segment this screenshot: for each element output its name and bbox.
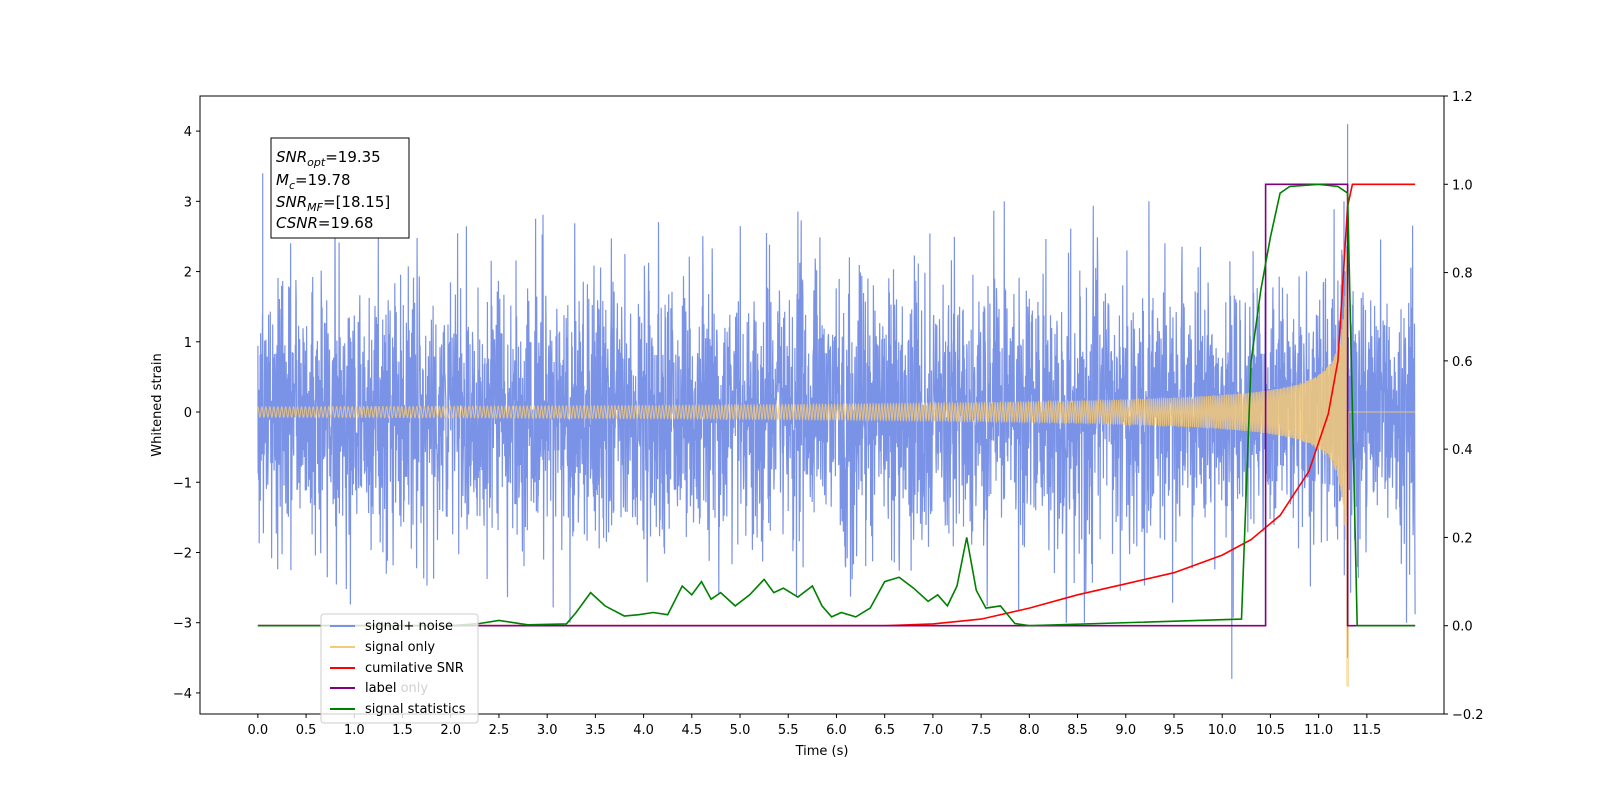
x-tick-label: 9.5 [1164,723,1185,738]
legend-hidden-label-only: label only [365,681,428,696]
y2-axis-ticks: 1.2 1.0 0.8 0.6 0.4 0.2 0.0 −0.2 [1444,90,1484,723]
legend: label only signal+ noise signal only cum… [320,613,479,724]
y-axis-label: Whitened strain [150,353,165,456]
x-axis-label: Time (s) [795,744,849,759]
y-tick-label: 4 [184,125,192,140]
series-signal-noise [257,124,1416,679]
y2-tick-label: 0.4 [1452,443,1473,458]
stats-box-frame [270,137,410,239]
legend-entry-signal-statistics: signal statistics [365,702,466,717]
plot-frame [199,95,1445,715]
series-signal-only [257,253,1416,687]
legend-frame [320,613,479,724]
x-tick-label: 7.5 [971,723,992,738]
series-signal-statistics [257,183,1416,627]
x-tick-label: 4.0 [633,723,654,738]
stats-snr-opt: SNRopt=19.35 [276,148,381,169]
y2-tick-label: 0.2 [1452,531,1473,546]
x-tick-label: 1.0 [344,723,365,738]
x-tick-label: 5.5 [778,723,799,738]
stats-csnr: CSNR=19.68 [276,214,373,232]
x-tick-label: 10.0 [1208,723,1237,738]
x-tick-label: 2.5 [489,723,510,738]
x-tick-label: 5.0 [730,723,751,738]
y-tick-label: 0 [184,406,192,421]
x-tick-label: 3.0 [537,723,558,738]
traces-layer [257,124,1416,687]
x-tick-label: 11.5 [1352,723,1381,738]
x-tick-label: 0.5 [296,723,317,738]
legend-entry-signal-noise: signal+ noise [365,619,453,634]
y2-tick-label: 0.0 [1452,620,1473,635]
x-tick-label: 9.0 [1115,723,1136,738]
y2-tick-label: 0.8 [1452,267,1473,282]
x-tick-label: 8.5 [1067,723,1088,738]
x-tick-label: 4.5 [681,723,702,738]
x-tick-label: 1.5 [392,723,413,738]
y-tick-label: −2 [173,546,192,561]
legend-entry-cumulative-snr: cumilative SNR [365,661,464,676]
y-tick-label: −4 [173,687,192,702]
legend-entry-label: label [365,681,396,696]
y-tick-label: −1 [173,476,192,491]
x-tick-label: 3.5 [585,723,606,738]
y2-tick-label: 0.6 [1452,355,1473,370]
y2-tick-label: 1.2 [1452,90,1473,105]
y-tick-label: 1 [184,336,192,351]
legend-entry-signal-only: signal only [365,640,435,655]
series-cumulative-snr [257,183,1416,627]
x-tick-label: 11.0 [1304,723,1333,738]
x-axis-ticks: 0.0 0.5 1.0 1.5 2.0 2.5 3.0 3.5 4.0 4.5 5.0 5.5 6.0 6… [248,714,1381,738]
x-tick-label: 0.0 [248,723,269,738]
y-tick-label: 3 [184,195,192,210]
stats-box: SNRopt=19.35 Mc=19.78 SNRMF=[18.15] CSNR… [270,137,410,239]
x-tick-label: 6.5 [874,723,895,738]
y-tick-label: 2 [184,266,192,281]
x-tick-label: 7.0 [923,723,944,738]
y2-tick-label: −0.2 [1452,708,1484,723]
y-axis-ticks: 4 3 2 1 0 −1 −2 −3 −4 [173,125,200,702]
stats-mc: Mc=19.78 [276,171,351,192]
y-tick-label: −3 [173,617,192,632]
y2-tick-label: 1.0 [1452,178,1473,193]
x-tick-label: 2.0 [440,723,461,738]
x-tick-label: 8.0 [1019,723,1040,738]
x-tick-label: 10.5 [1256,723,1285,738]
stats-snr-mf: SNRMF=[18.15] [276,193,390,214]
x-tick-label: 6.0 [826,723,847,738]
